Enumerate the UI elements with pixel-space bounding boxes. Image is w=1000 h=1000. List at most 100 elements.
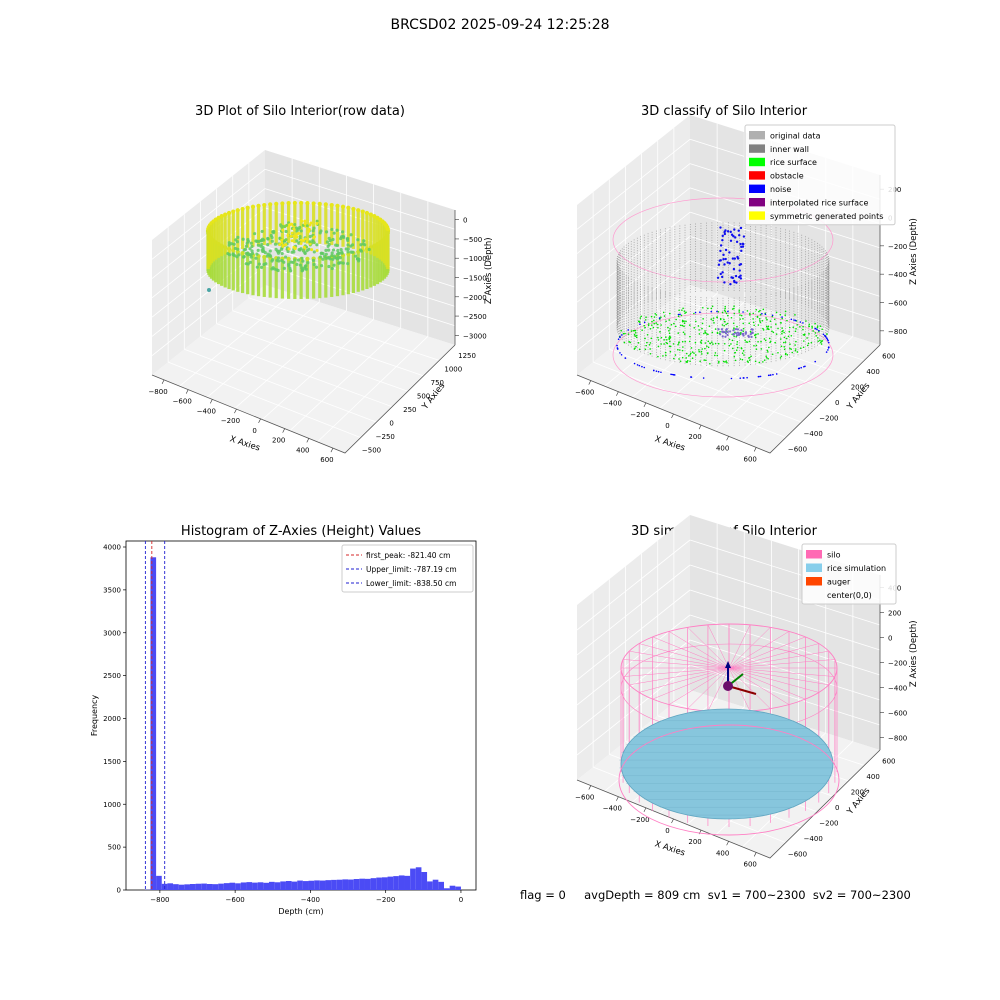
silo-wireframe	[728, 650, 829, 669]
rice-surface-point	[644, 326, 646, 329]
noise-point	[803, 365, 805, 368]
data-point	[219, 214, 224, 219]
rice-surface-point	[805, 320, 807, 322]
data-point	[298, 234, 302, 238]
data-point	[280, 241, 284, 245]
rice-surface-point	[767, 327, 769, 329]
data-point	[312, 250, 316, 254]
data-point	[248, 260, 252, 264]
rice-surface-point	[722, 360, 725, 363]
histogram-bar	[421, 871, 428, 890]
rice-surface-point	[724, 307, 726, 310]
rice-surface-point	[730, 316, 733, 319]
data-point	[276, 268, 280, 273]
interp-point	[742, 332, 745, 336]
rice-surface-point	[739, 318, 741, 320]
rice-surface-point	[781, 332, 783, 335]
x-tick-label: −400	[603, 805, 622, 813]
data-point	[295, 235, 299, 239]
rice-surface-point	[763, 359, 766, 361]
histogram-bar	[302, 881, 309, 890]
data-point	[346, 205, 351, 210]
data-point	[340, 250, 344, 254]
noise-point	[723, 232, 727, 236]
grid-line	[264, 168, 456, 230]
rice-surface-point	[759, 313, 762, 316]
rice-surface-point	[707, 307, 709, 310]
data-point	[242, 255, 246, 259]
silo-wireframe	[728, 667, 790, 705]
rice-surface-point	[753, 344, 755, 347]
data-point	[303, 219, 307, 223]
silo-wireframe	[652, 667, 730, 700]
rice-surface-point	[645, 344, 647, 347]
rice-surface-point	[758, 320, 761, 322]
rice-surface-point	[665, 339, 668, 341]
data-point	[271, 230, 275, 234]
rice-surface-point	[818, 330, 820, 333]
rice-surface-point	[742, 322, 745, 325]
data-point	[307, 230, 311, 234]
rice-surface-point	[669, 345, 672, 348]
interp-point	[751, 328, 754, 331]
rice-surface-point	[668, 330, 670, 332]
noise-point	[716, 310, 718, 313]
rice-surface-point	[786, 354, 789, 356]
rice-surface-point	[763, 338, 766, 340]
grid-line	[576, 260, 691, 352]
legend-label: first_peak: -821.40 cm	[366, 551, 450, 560]
data-point	[363, 243, 367, 247]
rice-surface-point	[752, 318, 754, 320]
rice-surface-point	[732, 322, 735, 325]
rice-surface-point	[653, 322, 656, 325]
noise-point	[616, 344, 618, 347]
x-tick	[282, 428, 285, 433]
rice-surface-point	[770, 326, 772, 328]
noise-point	[824, 335, 826, 337]
histogram-bar	[252, 882, 258, 890]
rice-surface-point	[725, 323, 727, 326]
noise-point	[726, 230, 730, 233]
rice-surface-point	[745, 341, 748, 343]
y-tick-label: −600	[788, 445, 807, 453]
rice-surface-point	[766, 349, 769, 352]
noise-point	[716, 276, 720, 279]
data-point	[286, 233, 290, 237]
data-point	[274, 201, 279, 206]
data-point	[296, 231, 300, 235]
rice-surface-point	[683, 325, 685, 328]
rice-surface-point	[634, 332, 637, 334]
rice-surface-point	[714, 328, 717, 330]
data-point	[312, 226, 316, 230]
rice-surface-point	[748, 340, 751, 343]
rice-surface-point	[679, 324, 682, 327]
x-tick-label: −200	[630, 816, 649, 824]
rice-surface-point	[754, 334, 756, 336]
silo-wireframe	[728, 636, 806, 669]
rice-surface-point	[714, 342, 717, 345]
z-tick-label: −1000	[463, 255, 487, 263]
rice-surface-point	[702, 306, 704, 309]
rice-surface-point	[653, 319, 655, 322]
data-point	[296, 258, 301, 262]
histogram-bar	[223, 883, 230, 890]
noise-point	[728, 251, 731, 254]
rice-surface-point	[799, 326, 801, 328]
data-point	[256, 243, 261, 247]
noise-point	[719, 272, 722, 276]
rice-surface-point	[657, 345, 660, 348]
rice-surface-point	[794, 348, 797, 350]
rice-surface-point	[723, 342, 726, 345]
noise-point	[735, 240, 739, 244]
data-point	[261, 249, 265, 254]
data-point	[327, 242, 331, 247]
noise-point	[781, 316, 783, 318]
rice-surface-point	[820, 343, 823, 345]
noise-point	[728, 262, 731, 265]
rice-surface-point	[674, 325, 677, 328]
rice-surface-point	[657, 339, 660, 341]
histogram-bar	[184, 884, 190, 890]
data-point	[299, 200, 304, 206]
rice-surface-point	[678, 341, 680, 343]
data-point	[311, 258, 316, 262]
